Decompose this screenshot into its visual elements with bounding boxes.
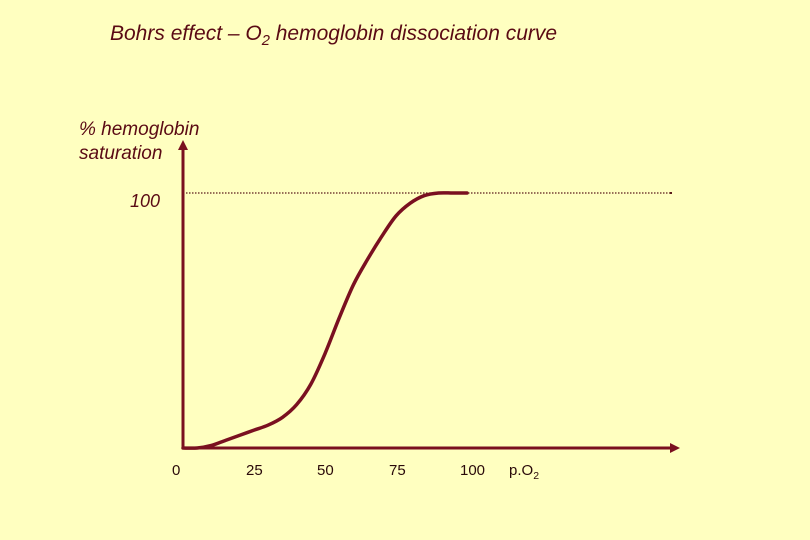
x-tick-label: 25 — [246, 462, 263, 479]
x-tick-label: 0 — [172, 462, 181, 479]
title-text-suffix: hemoglobin dissociation curve — [269, 22, 558, 45]
x-axis-label: p.O2 — [509, 462, 539, 482]
x-axis-label-subscript: 2 — [533, 470, 540, 482]
x-tick-label: 100 — [460, 462, 486, 479]
title-text-prefix: Bohrs effect – O — [110, 22, 262, 45]
y-tick-label: 100 — [130, 191, 161, 211]
y-axis-label-line1: % hemoglobin — [79, 119, 200, 140]
y-axis-label: % hemoglobin saturation — [79, 118, 199, 166]
reference-line-end-dot — [670, 192, 672, 194]
y-axis-label-line2: saturation — [79, 143, 163, 164]
x-axis-arrow-icon — [670, 443, 680, 453]
y-axis-arrow-icon — [178, 140, 188, 150]
dissociation-curve — [181, 191, 469, 450]
chart-title: Bohrs effect – O2 hemoglobin dissociatio… — [110, 22, 557, 49]
title-subscript: 2 — [261, 33, 270, 50]
x-axis-label-text: p.O — [509, 462, 534, 479]
x-tick-label: 75 — [389, 462, 406, 479]
x-tick-label: 50 — [317, 462, 334, 479]
